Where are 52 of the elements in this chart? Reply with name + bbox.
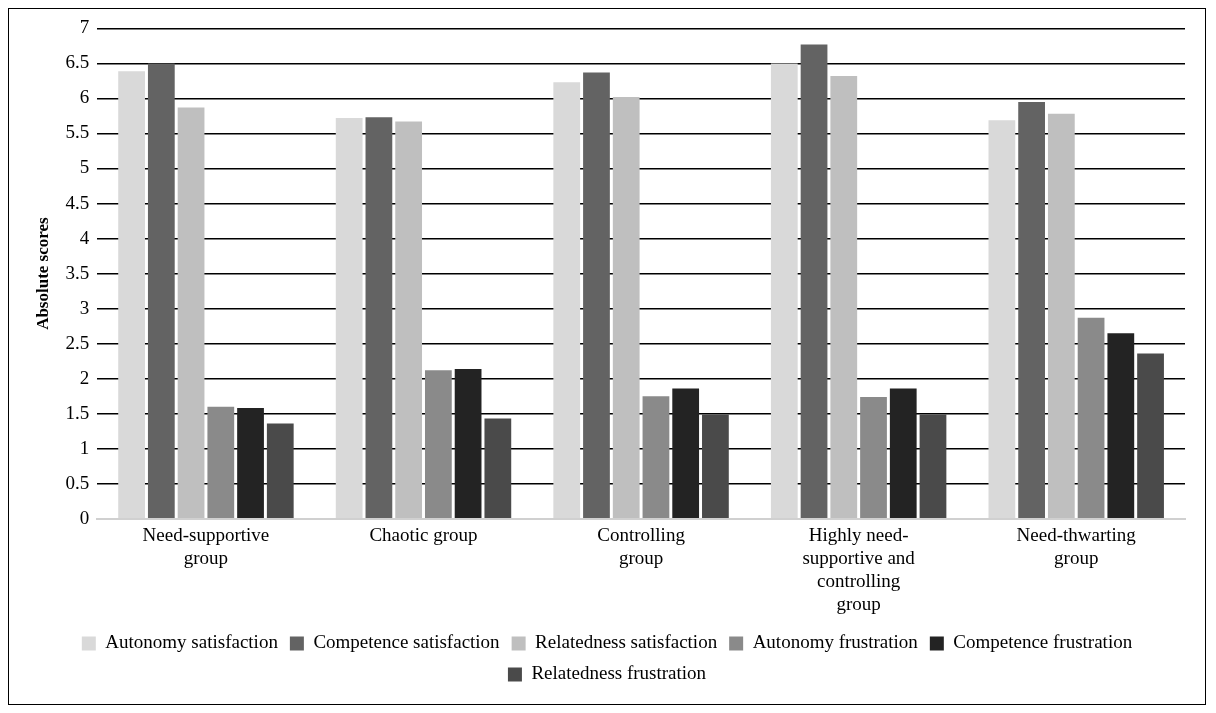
- bar: [1107, 333, 1135, 519]
- bar: [365, 117, 393, 519]
- bar: [1018, 101, 1045, 519]
- bar: [919, 414, 947, 519]
- y-tick-label: 0: [79, 506, 90, 528]
- y-tick-label: 4: [79, 226, 90, 248]
- x-tick-label: Chaotic group: [369, 524, 478, 546]
- bar: [207, 406, 235, 519]
- bar: [1077, 317, 1105, 519]
- bar: [612, 97, 640, 519]
- y-tick-label: 3: [79, 296, 90, 318]
- legend-label: Competence satisfaction: [313, 631, 501, 653]
- x-tick-label: Need-supportive group: [142, 524, 270, 568]
- y-tick-label: 6.5: [65, 51, 90, 73]
- bar: [702, 414, 729, 519]
- x-tick-label: Highly need-supportive and controlling group: [802, 524, 916, 614]
- x-tick-label: Controlling group: [597, 524, 686, 568]
- bar: [147, 63, 175, 519]
- bar: [860, 396, 887, 519]
- y-tick-label: 6: [79, 86, 90, 108]
- y-tick-label: 5.5: [65, 121, 90, 143]
- bar: [177, 107, 205, 519]
- legend-label: Competence frustration: [953, 631, 1133, 653]
- legend-label: Relatedness satisfaction: [535, 631, 718, 653]
- y-tick-label: 5: [79, 156, 90, 178]
- bar: [830, 76, 858, 519]
- y-tick-label: 4.5: [65, 191, 90, 213]
- y-tick-label: 7: [79, 16, 90, 38]
- legend-label: Autonomy frustration: [752, 631, 919, 653]
- bar: [800, 44, 828, 519]
- bar: [484, 418, 512, 519]
- bar: [237, 408, 264, 519]
- x-tick-label: Need-thwarting group: [1016, 524, 1137, 568]
- y-tick-label: 2: [79, 366, 90, 388]
- y-tick-label: 3.5: [65, 261, 90, 283]
- y-axis-title: Absolute scores: [32, 216, 52, 330]
- y-tick-label: 2.5: [65, 331, 90, 353]
- y-tick-label: 0.5: [65, 471, 90, 493]
- bar: [642, 396, 670, 519]
- bar: [583, 72, 610, 519]
- bar: [889, 388, 917, 519]
- bar: [1047, 113, 1075, 519]
- bar: [266, 423, 294, 519]
- bar: [1137, 353, 1164, 519]
- bar: [424, 370, 452, 519]
- legend-label: Relatedness frustration: [531, 662, 707, 684]
- bar: [672, 388, 700, 519]
- bar: [454, 368, 482, 519]
- y-tick-label: 1.5: [65, 401, 90, 423]
- y-tick-label: 1: [79, 436, 90, 458]
- legend-label: Autonomy satisfaction: [105, 631, 279, 653]
- bar: [395, 121, 423, 519]
